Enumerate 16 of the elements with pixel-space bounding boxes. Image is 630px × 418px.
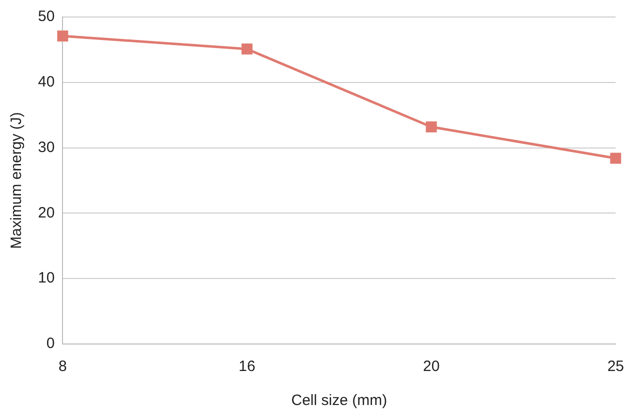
y-tick-label: 40 (38, 74, 55, 91)
point (242, 44, 252, 55)
y-tick-label: 10 (38, 270, 55, 287)
point (610, 152, 622, 164)
y-axis-title: Maximum energy (J) (8, 112, 26, 249)
x-tick-label: 8 (58, 358, 67, 376)
y-tick-label: 50 (38, 8, 55, 26)
point (426, 121, 437, 132)
y-tick-label: 30 (38, 138, 55, 156)
x-tick-label: 16 (238, 358, 256, 376)
x-tick-label: 20 (422, 358, 440, 376)
x-axis-title: Cell size (mm) (291, 392, 388, 410)
y-tick-label: 0 (46, 335, 55, 352)
x-tick-label: 25 (607, 358, 624, 376)
y-tick-label: 20 (38, 204, 55, 222)
point (57, 30, 68, 42)
